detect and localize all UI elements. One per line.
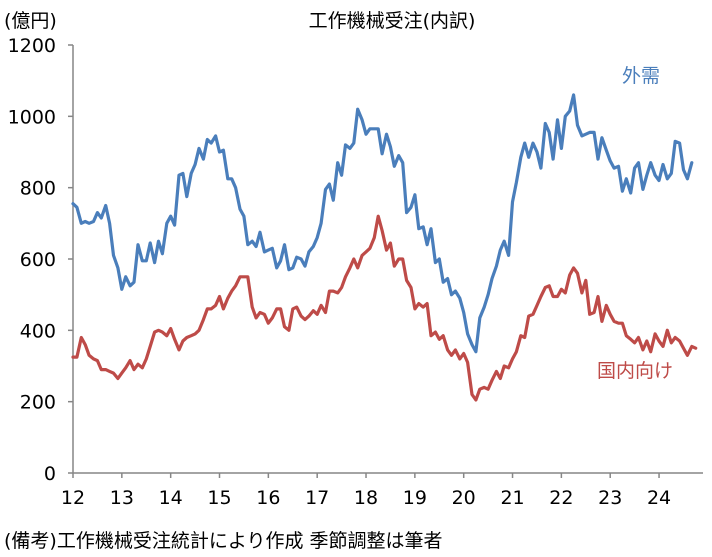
y-tick-label: 200 xyxy=(20,392,56,414)
y-tick-label: 800 xyxy=(20,178,56,200)
y-axis-ticks: 0 200 400 600 800 1000 1200 xyxy=(8,35,73,485)
chart: 工作機械受注(内訳) (億円) 0 200 400 600 800 1000 1200 12… xyxy=(4,10,703,509)
y-tick-label: 1200 xyxy=(8,35,56,57)
x-tick-label: 15 xyxy=(207,487,231,509)
x-tick-label: 22 xyxy=(549,487,573,509)
series-line-kokunai xyxy=(71,214,698,402)
chart-note: (備考)工作機械受注統計により作成 季節調整は筆者 xyxy=(4,530,443,552)
series-label-gaiju: 外需 xyxy=(622,65,660,87)
y-tick-label: 0 xyxy=(44,463,56,485)
x-tick-label: 21 xyxy=(500,487,524,509)
series-line-gaiju xyxy=(71,93,694,354)
x-axis-ticks: 12 13 14 15 16 17 18 19 20 21 22 23 24 xyxy=(61,473,671,509)
x-tick-label: 19 xyxy=(403,487,427,509)
x-tick-label: 18 xyxy=(354,487,378,509)
series-group xyxy=(71,93,698,402)
y-tick-label: 400 xyxy=(20,320,56,342)
x-tick-label: 13 xyxy=(110,487,134,509)
x-tick-label: 16 xyxy=(256,487,280,509)
x-tick-label: 23 xyxy=(598,487,622,509)
series-label-kokunai: 国内向け xyxy=(597,360,673,382)
x-tick-label: 17 xyxy=(305,487,329,509)
chart-title: 工作機械受注(内訳) xyxy=(309,10,476,32)
x-tick-label: 24 xyxy=(647,487,671,509)
x-tick-label: 20 xyxy=(452,487,476,509)
y-tick-label: 600 xyxy=(20,249,56,271)
y-tick-label: 1000 xyxy=(8,106,56,128)
x-tick-label: 12 xyxy=(61,487,85,509)
x-tick-label: 14 xyxy=(159,487,183,509)
y-unit-label: (億円) xyxy=(4,10,57,32)
